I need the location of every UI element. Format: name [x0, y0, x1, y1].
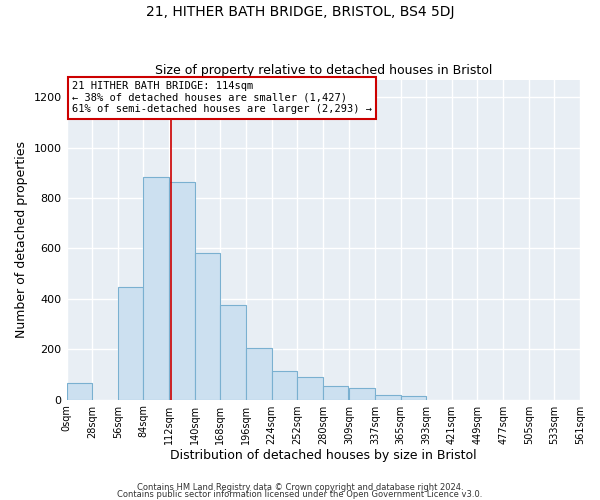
Bar [67, 383, 92, 400]
Text: 21, HITHER BATH BRIDGE, BRISTOL, BS4 5DJ: 21, HITHER BATH BRIDGE, BRISTOL, BS4 5DJ [146, 5, 454, 19]
Bar [349, 388, 375, 400]
Bar [220, 305, 246, 400]
Bar [194, 254, 220, 400]
Bar [169, 182, 194, 400]
Bar [118, 288, 143, 400]
X-axis label: Distribution of detached houses by size in Bristol: Distribution of detached houses by size … [170, 450, 476, 462]
Bar [323, 386, 349, 400]
Text: Contains public sector information licensed under the Open Government Licence v3: Contains public sector information licen… [118, 490, 482, 499]
Y-axis label: Number of detached properties: Number of detached properties [15, 141, 28, 338]
Bar [375, 394, 401, 400]
Bar [272, 370, 297, 400]
Bar [297, 377, 323, 400]
Title: Size of property relative to detached houses in Bristol: Size of property relative to detached ho… [155, 64, 492, 77]
Bar [143, 176, 169, 400]
Text: Contains HM Land Registry data © Crown copyright and database right 2024.: Contains HM Land Registry data © Crown c… [137, 484, 463, 492]
Bar [246, 348, 272, 400]
Bar [401, 396, 426, 400]
Text: 21 HITHER BATH BRIDGE: 114sqm
← 38% of detached houses are smaller (1,427)
61% o: 21 HITHER BATH BRIDGE: 114sqm ← 38% of d… [71, 81, 371, 114]
